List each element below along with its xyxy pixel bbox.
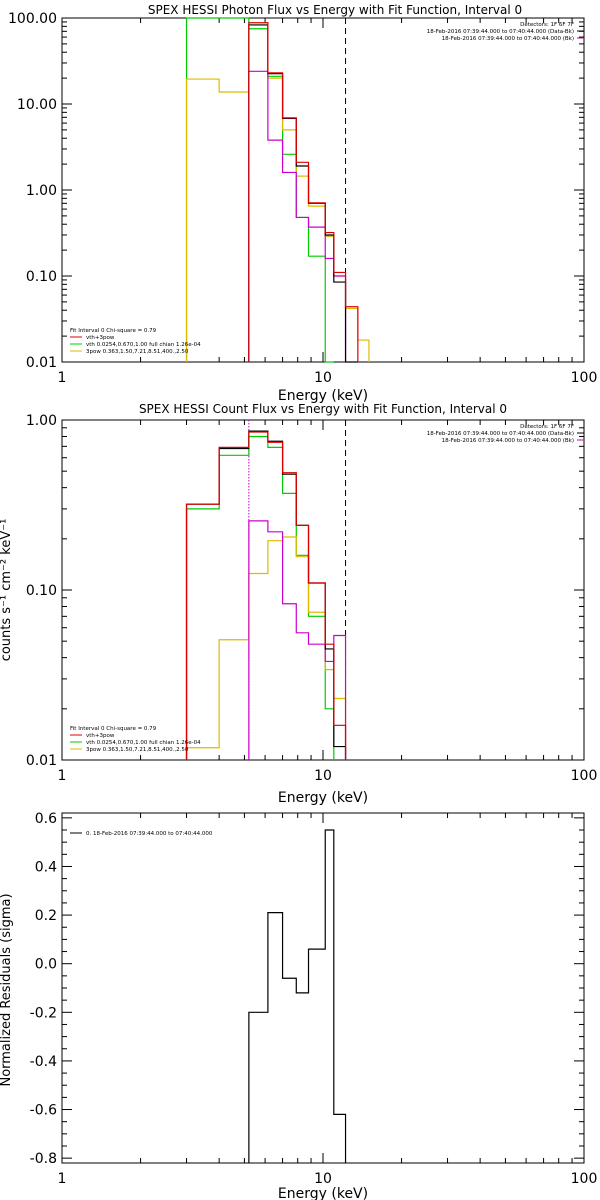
residuals-series: [248, 829, 347, 1163]
legend-header: Fit Interval 0 Chi-square = 0.79: [70, 328, 157, 334]
x-tick-label: 1: [58, 370, 67, 386]
residuals-ticks: 1 10 100 -0.8 -0.6 -0.4 -0.2 0.0 0.2 0.4 0.6: [30, 811, 598, 1187]
residuals-legend: 0. 18-Feb-2016 07:39:44.000 to 07:40:44.…: [70, 831, 213, 837]
count-flux-title: SPEX HESSI Count Flux vs Energy with Fit…: [139, 402, 507, 416]
y-tick-label: 0.01: [26, 355, 57, 371]
count-flux-x-axis-label: Energy (keV): [278, 790, 368, 806]
residuals-y-axis-label: Normalized Residuals (sigma): [0, 893, 14, 1086]
legend-entry: 3pow 0.363,1.50,7.21,8.51,400.,2.50: [86, 349, 189, 355]
x-tick-label: 100: [571, 1171, 598, 1187]
photon-flux-series: [185, 17, 370, 363]
legend-entry: vth+3pow: [86, 733, 115, 739]
y-tick-label: 0.4: [35, 859, 57, 875]
count-flux-y-axis-label: counts s⁻¹ cm⁻² keV⁻¹: [0, 519, 14, 662]
series-vth-3pow: [248, 22, 359, 362]
legend-entry: 0. 18-Feb-2016 07:39:44.000 to 07:40:44.…: [86, 831, 213, 837]
y-tick-label: 1.00: [26, 413, 57, 429]
series-vth-3pow: [185, 431, 347, 760]
series-data-bk: [185, 430, 347, 760]
x-tick-label: 100: [571, 768, 598, 784]
y-tick-label: -0.6: [30, 1103, 57, 1119]
count-flux-series: [185, 420, 347, 760]
count-flux-panel: SPEX HESSI Count Flux vs Energy with Fit…: [0, 402, 597, 806]
x-tick-label: 1: [58, 768, 67, 784]
count-flux-ticks: 1 10 100 0.01 0.10 1.00: [26, 413, 598, 784]
series-3pow: [185, 24, 370, 362]
info-line: 18-Feb-2016 07:39:44.000 to 07:40:44.000…: [427, 29, 574, 35]
y-tick-label: 1.00: [26, 183, 57, 199]
y-tick-label: 0.01: [26, 753, 57, 769]
x-tick-label: 10: [314, 370, 332, 386]
legend-entry: vth 0.0254,0.670,1.00 full chian 1.26e-0…: [86, 740, 201, 746]
y-tick-label: 0.0: [35, 957, 57, 973]
y-tick-label: -0.2: [30, 1005, 57, 1021]
residuals-panel: 1 10 100 -0.8 -0.6 -0.4 -0.2 0.0 0.2 0.4 0.6 Energ…: [0, 811, 597, 1200]
x-tick-label: 100: [571, 370, 598, 386]
info-line: 18-Feb-2016 07:39:44.000 to 07:40:44.000…: [442, 36, 574, 42]
x-tick-label: 1: [58, 1171, 67, 1187]
y-tick-label: -0.8: [30, 1151, 57, 1167]
y-tick-label: 100.00: [8, 11, 57, 27]
photon-flux-x-axis-label: Energy (keV): [278, 388, 368, 404]
count-flux-legend: Fit Interval 0 Chi-square = 0.79vth+3pow…: [70, 726, 201, 753]
legend-entry: vth 0.0254,0.670,1.00 full chian 1.26e-0…: [86, 342, 201, 348]
series-residuals: [248, 829, 347, 1163]
info-line: 18-Feb-2016 07:39:44.000 to 07:40:44.000…: [427, 431, 574, 437]
legend-entry: vth+3pow: [86, 335, 115, 341]
legend-header: Fit Interval 0 Chi-square = 0.79: [70, 726, 157, 732]
photon-flux-panel: SPEX HESSI Photon Flux vs Energy with Fi…: [8, 3, 597, 404]
info-line: 18-Feb-2016 07:39:44.000 to 07:40:44.000…: [442, 438, 574, 444]
info-line: Detectors: 1F 6F 7F: [520, 424, 574, 430]
x-tick-label: 10: [314, 768, 332, 784]
y-tick-label: 0.6: [35, 811, 57, 827]
y-tick-label: 10.00: [17, 97, 57, 113]
photon-flux-ticks: 1 10 100 0.01 0.10 1.00 10.00 100.00: [8, 11, 597, 386]
y-tick-label: 0.10: [26, 583, 57, 599]
x-tick-label: 10: [314, 1171, 332, 1187]
y-tick-label: -0.4: [30, 1054, 57, 1070]
residuals-x-axis-label: Energy (keV): [278, 1186, 368, 1200]
y-tick-label: 0.2: [35, 908, 57, 924]
info-line: Detectors: 1F 6F 7F: [520, 22, 574, 28]
y-tick-label: 0.10: [26, 269, 57, 285]
photon-flux-legend: Fit Interval 0 Chi-square = 0.79vth+3pow…: [70, 328, 201, 355]
series-3pow: [185, 536, 347, 760]
photon-flux-title: SPEX HESSI Photon Flux vs Energy with Fi…: [148, 3, 522, 17]
legend-entry: 3pow 0.363,1.50,7.21,8.51,400.,2.50: [86, 747, 189, 753]
